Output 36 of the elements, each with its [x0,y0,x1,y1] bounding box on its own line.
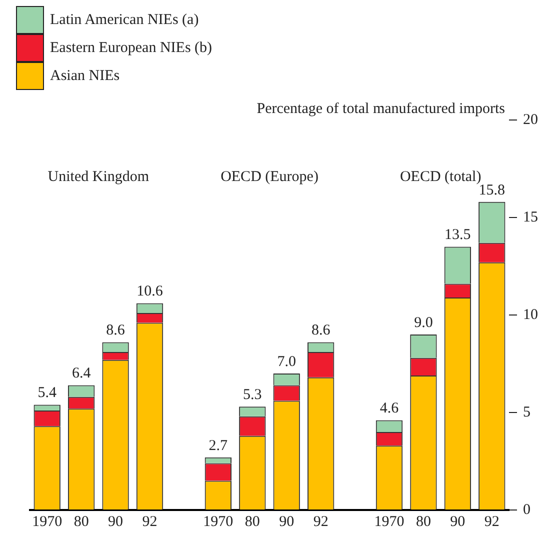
y-axis-title: Percentage of total manufactured imports [256,100,506,117]
x-tick-label: 92 [313,514,328,530]
x-tick-label: 1970 [32,514,62,530]
total-label: 5.4 [38,385,57,402]
x-tick-label: 92 [142,514,158,530]
annotation: OECD (Europe) [220,168,318,185]
y-tick-label: 20 [523,112,538,128]
y-tick-label: 15 [523,209,538,226]
legend-label: Asian NIEs [50,68,120,84]
total-label: 5.3 [243,387,262,404]
total-label: 8.6 [311,322,331,339]
y-tick-label: 0 [523,502,530,518]
y-tick-label: 10 [523,306,538,323]
x-tick-label: 80 [244,514,260,530]
annotation: United Kingdom [48,168,150,185]
total-label: 15.8 [478,182,506,198]
total-label: 2.7 [208,438,228,454]
total-label: 7.0 [277,354,296,370]
x-tick-label: 90 [279,514,294,530]
x-tick-label: 90 [108,514,124,530]
x-tick-label: 80 [416,514,431,530]
x-tick-label: 92 [484,514,500,530]
total-label: 8.6 [106,322,126,339]
total-label: 4.6 [380,400,400,417]
legend-label: Eastern European NIEs (b) [50,40,212,56]
total-label: 13.5 [444,227,471,244]
x-tick-label: 90 [450,514,466,530]
x-tick-label: 1970 [203,514,234,530]
legend-label: Latin American NIEs (a) [50,12,199,28]
x-tick-label: 1970 [374,514,404,530]
total-label: 9.0 [414,314,433,331]
x-tick-label: 80 [74,514,89,530]
y-tick-label: 5 [523,404,530,420]
annotation: OECD (total) [400,168,482,185]
total-label: 10.6 [136,284,164,300]
total-label: 6.4 [72,366,92,382]
